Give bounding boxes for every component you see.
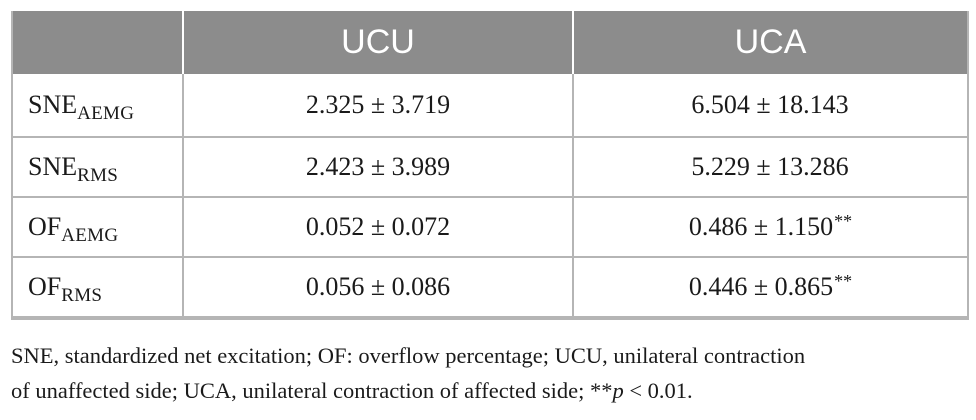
header-row: UCU UCA: [13, 11, 967, 74]
cell-ucu: 2.423 ± 3.989: [183, 137, 574, 198]
cell-uca-value: 6.504 ± 18.143: [691, 90, 849, 119]
row-label: SNERMS: [13, 137, 184, 198]
table-row: OFRMS 0.056 ± 0.086 0.446 ± 0.865**: [13, 257, 967, 318]
row-label: SNEAEMG: [13, 74, 184, 138]
row-label-main: SNE: [28, 152, 78, 181]
row-label-sub: RMS: [61, 285, 103, 306]
row-label-sub: AEMG: [77, 103, 135, 124]
header-ucu: UCU: [183, 11, 574, 74]
cell-uca: 0.446 ± 0.865**: [573, 257, 967, 318]
row-label-sub: RMS: [77, 165, 119, 186]
row-label-main: OF: [28, 272, 62, 301]
cell-uca: 0.486 ± 1.150**: [573, 197, 967, 258]
footnote-line-2: of unaffected side; UCA, unilateral cont…: [11, 373, 971, 408]
cell-uca-value: 0.486 ± 1.150: [688, 212, 834, 241]
row-label: OFAEMG: [13, 197, 184, 258]
cell-uca-value: 0.446 ± 0.865: [688, 272, 834, 301]
row-label-main: SNE: [28, 90, 78, 119]
footnote-line-2-start: of unaffected side; UCA, unilateral cont…: [11, 378, 613, 403]
cell-ucu: 2.325 ± 3.719: [183, 74, 574, 138]
table-footnote: SNE, standardized net excitation; OF: ov…: [11, 338, 971, 408]
significance-mark: **: [834, 211, 853, 231]
table-row: SNEAEMG 2.325 ± 3.719 6.504 ± 18.143: [13, 74, 967, 138]
footnote-p-symbol: p: [612, 378, 624, 403]
header-uca: UCA: [573, 11, 967, 74]
significance-mark: **: [834, 271, 853, 291]
cell-uca: 6.504 ± 18.143: [573, 74, 967, 138]
table-header: UCU UCA: [13, 11, 967, 74]
row-label-sub: AEMG: [61, 225, 119, 246]
results-table-container: UCU UCA SNEAEMG 2.325 ± 3.719 6.504 ± 18…: [11, 11, 969, 320]
cell-uca-value: 5.229 ± 13.286: [691, 152, 849, 181]
table-row: SNERMS 2.423 ± 3.989 5.229 ± 13.286: [13, 137, 967, 198]
cell-ucu: 0.052 ± 0.072: [183, 197, 574, 258]
row-label: OFRMS: [13, 257, 184, 318]
results-table: UCU UCA SNEAEMG 2.325 ± 3.719 6.504 ± 18…: [13, 11, 967, 318]
header-empty: [13, 11, 184, 74]
footnote-line-2-end: < 0.01.: [623, 378, 693, 403]
cell-uca: 5.229 ± 13.286: [573, 137, 967, 198]
table-row: OFAEMG 0.052 ± 0.072 0.486 ± 1.150**: [13, 197, 967, 258]
table-body: SNEAEMG 2.325 ± 3.719 6.504 ± 18.143 SNE…: [13, 74, 967, 318]
footnote-line-1: SNE, standardized net excitation; OF: ov…: [11, 343, 806, 368]
row-label-main: OF: [28, 212, 62, 241]
cell-ucu: 0.056 ± 0.086: [183, 257, 574, 318]
